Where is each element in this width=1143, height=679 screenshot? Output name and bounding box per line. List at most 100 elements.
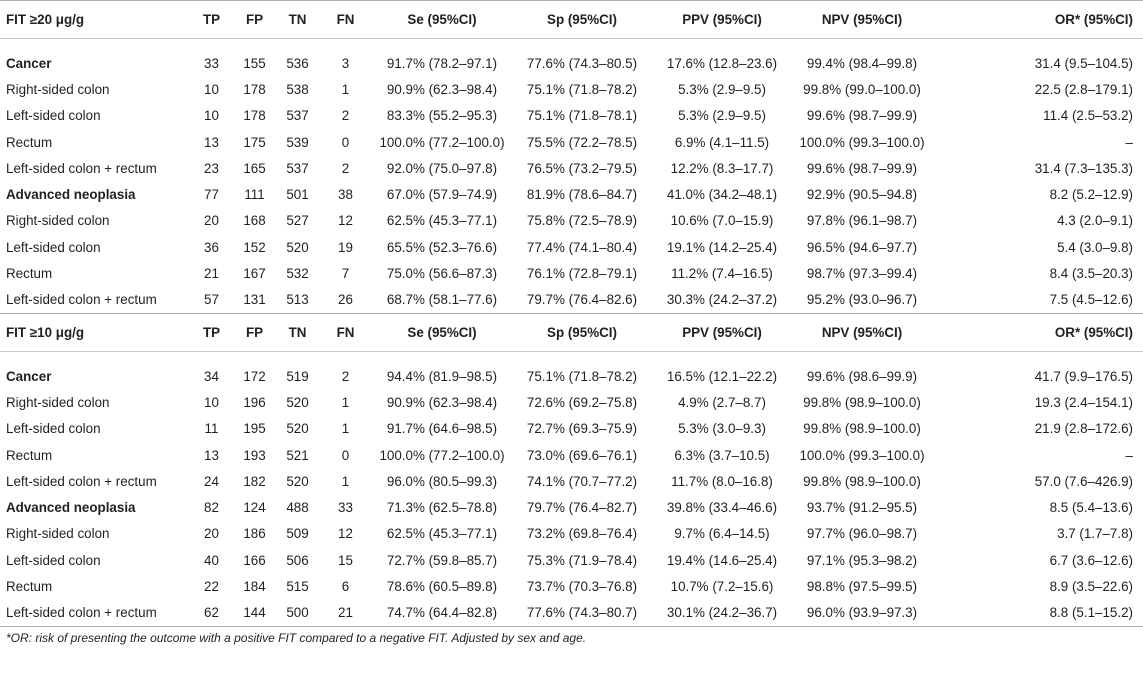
table-cell: 15 [338, 552, 353, 568]
table-cell: 19.1% (14.2–25.4) [666, 239, 778, 255]
table-cell: 23 [204, 160, 219, 176]
column-header: FN [319, 0, 372, 39]
table-cell: 17.6% (12.8–23.6) [666, 55, 778, 71]
table-cell: 30.1% (24.2–36.7) [666, 605, 778, 621]
row-label: Left-sided colon + rectum [6, 292, 157, 308]
table-cell: 22.5 (2.8–179.1) [1034, 81, 1133, 97]
column-header: NPV (95%CI) [792, 313, 932, 352]
table-cell: 513 [286, 292, 309, 308]
table-cell: 41.7 (9.9–176.5) [1034, 368, 1133, 384]
table-cell: 8.8 (5.1–15.2) [1049, 605, 1133, 621]
table-cell: 75.0% (56.6–87.3) [386, 266, 498, 282]
table-cell: 99.6% (98.7–99.9) [806, 108, 918, 124]
column-header: TN [276, 313, 319, 352]
table-row: Left-sided colon 40 166 506 15 72.7% (59.8–85… [0, 547, 1143, 573]
table-cell: 68.7% (58.1–77.6) [386, 292, 498, 308]
table-cell: 77.6% (74.3–80.7) [526, 605, 638, 621]
table-cell: 7.5 (4.5–12.6) [1049, 292, 1133, 308]
table-row: Right-sided colon 10 178 538 1 90.9% (62.3–98… [0, 76, 1143, 102]
table-cell: 2 [341, 368, 350, 384]
table-cell: 165 [243, 160, 266, 176]
table-cell: 75.8% (72.5–78.9) [526, 213, 638, 229]
table-cell: 73.7% (70.3–76.8) [526, 578, 638, 594]
row-label: Right-sided colon [6, 394, 110, 410]
table-cell: 3.7 (1.7–7.8) [1057, 526, 1133, 542]
table-cell: 12.2% (8.3–17.7) [670, 160, 774, 176]
table-cell: 11.7% (8.0–16.8) [671, 473, 773, 489]
table-cell: 0 [341, 447, 350, 463]
table-cell: 99.4% (98.4–99.8) [806, 55, 918, 71]
row-label: Rectum [6, 134, 53, 150]
table-cell: 172 [243, 368, 266, 384]
table-cell: 83.3% (55.2–95.3) [386, 108, 498, 124]
table-row: Cancer 34 172 519 2 94.4% (81.9–98.5) 75.1% (7… [0, 363, 1143, 389]
table-cell: 1 [341, 421, 350, 437]
row-label: Right-sided colon [6, 526, 110, 542]
table-cell: 1 [341, 473, 350, 489]
table-cell: 19.4% (14.6–25.4) [666, 552, 778, 568]
table-body: FIT ≥20 μg/g TP FP TN FN Se (95%CI) Sp (95%CI)… [0, 0, 1143, 626]
table-cell: 166 [243, 552, 266, 568]
table-cell: 40 [204, 552, 219, 568]
table-cell: 536 [286, 55, 309, 71]
table-cell: – [1125, 134, 1133, 150]
table-cell: 196 [243, 394, 266, 410]
section-title: FIT ≥20 μg/g [0, 0, 190, 39]
table-cell: 0 [341, 134, 350, 150]
table-cell: 506 [286, 552, 309, 568]
table-cell: 98.7% (97.3–99.4) [806, 266, 918, 282]
table-cell: 124 [243, 500, 266, 516]
table-cell: 6.3% (3.7–10.5) [674, 447, 770, 463]
table-cell: 10 [204, 394, 219, 410]
table-cell: 31.4 (7.3–135.3) [1034, 160, 1133, 176]
table-cell: 10 [204, 108, 219, 124]
table-cell: 20 [204, 213, 219, 229]
column-header: Se (95%CI) [372, 313, 512, 352]
table-cell: 537 [286, 160, 309, 176]
table-cell: 10.6% (7.0–15.9) [670, 213, 774, 229]
column-header: OR* (95%CI) [932, 313, 1143, 352]
table-cell: 5.3% (2.9–9.5) [678, 108, 766, 124]
table-cell: 97.8% (96.1–98.7) [806, 213, 918, 229]
row-label: Cancer [6, 55, 52, 71]
column-header: OR* (95%CI) [932, 0, 1143, 39]
row-label: Right-sided colon [6, 81, 110, 97]
table-cell: 8.9 (3.5–22.6) [1049, 578, 1133, 594]
table-cell: 195 [243, 421, 266, 437]
table-cell: 10 [204, 81, 219, 97]
table-cell: 97.1% (95.3–98.2) [806, 552, 918, 568]
table-cell: 75.1% (71.8–78.2) [526, 368, 638, 384]
table-cell: 519 [286, 368, 309, 384]
table-cell: 12 [338, 526, 353, 542]
table-cell: 501 [286, 187, 309, 203]
table-row: Rectum 13 193 521 0 100.0% (77.2–100.0) 73.0% … [0, 442, 1143, 468]
table-row: Rectum 21 167 532 7 75.0% (56.6–87.3) 76.1% (7… [0, 260, 1143, 286]
table-cell: 75.5% (72.2–78.5) [526, 134, 638, 150]
column-header: NPV (95%CI) [792, 0, 932, 39]
row-label: Rectum [6, 578, 53, 594]
table-cell: 100.0% (99.3–100.0) [799, 447, 925, 463]
table-cell: 77.6% (74.3–80.5) [526, 55, 638, 71]
table-cell: 94.4% (81.9–98.5) [386, 368, 498, 384]
table-cell: 76.1% (72.8–79.1) [526, 266, 638, 282]
table-cell: 79.7% (76.4–82.7) [526, 500, 638, 516]
spacer-row [0, 39, 1143, 51]
table-cell: 521 [286, 447, 309, 463]
column-header: FP [233, 0, 276, 39]
table-cell: 6.9% (4.1–11.5) [674, 134, 770, 150]
table-cell: 72.7% (69.3–75.9) [526, 421, 638, 437]
table-cell: 99.8% (98.9–100.0) [803, 394, 921, 410]
table-cell: 131 [243, 292, 266, 308]
table-cell: 67.0% (57.9–74.9) [386, 187, 498, 203]
table-cell: 509 [286, 526, 309, 542]
column-header: TN [276, 0, 319, 39]
table-cell: 12 [338, 213, 353, 229]
row-label: Cancer [6, 368, 52, 384]
table-cell: 5.4 (3.0–9.8) [1057, 239, 1133, 255]
table-cell: 6 [341, 578, 350, 594]
table-cell: 97.7% (96.0–98.7) [806, 526, 918, 542]
table-cell: 488 [286, 500, 309, 516]
table-cell: 79.7% (76.4–82.6) [526, 292, 638, 308]
table-cell: 8.2 (5.2–12.9) [1049, 187, 1133, 203]
